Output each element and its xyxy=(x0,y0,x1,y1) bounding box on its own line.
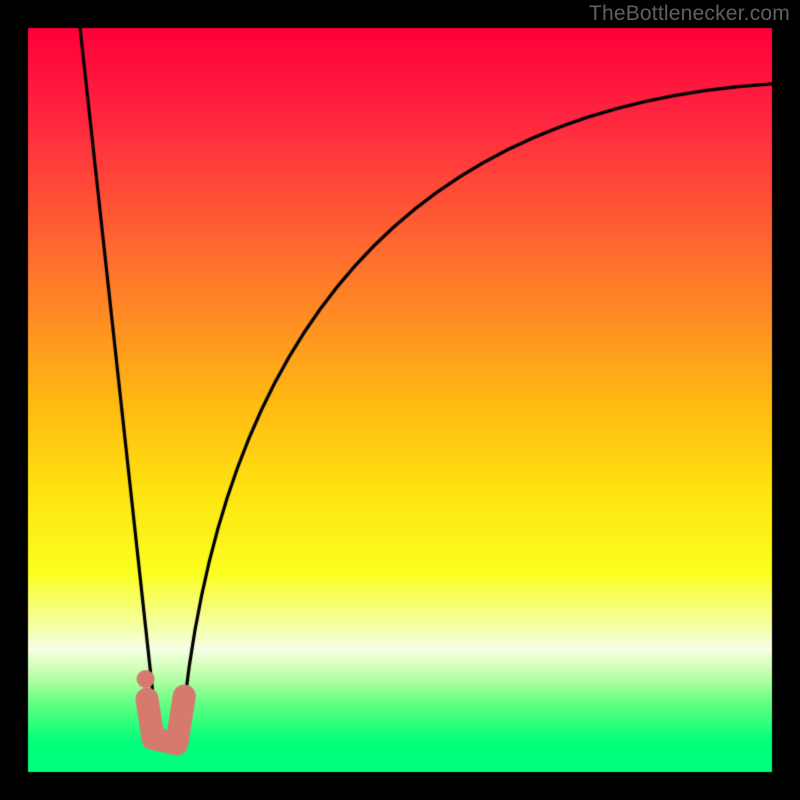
chart-container: TheBottlenecker.com xyxy=(0,0,800,800)
bottleneck-curve-chart xyxy=(0,0,800,800)
